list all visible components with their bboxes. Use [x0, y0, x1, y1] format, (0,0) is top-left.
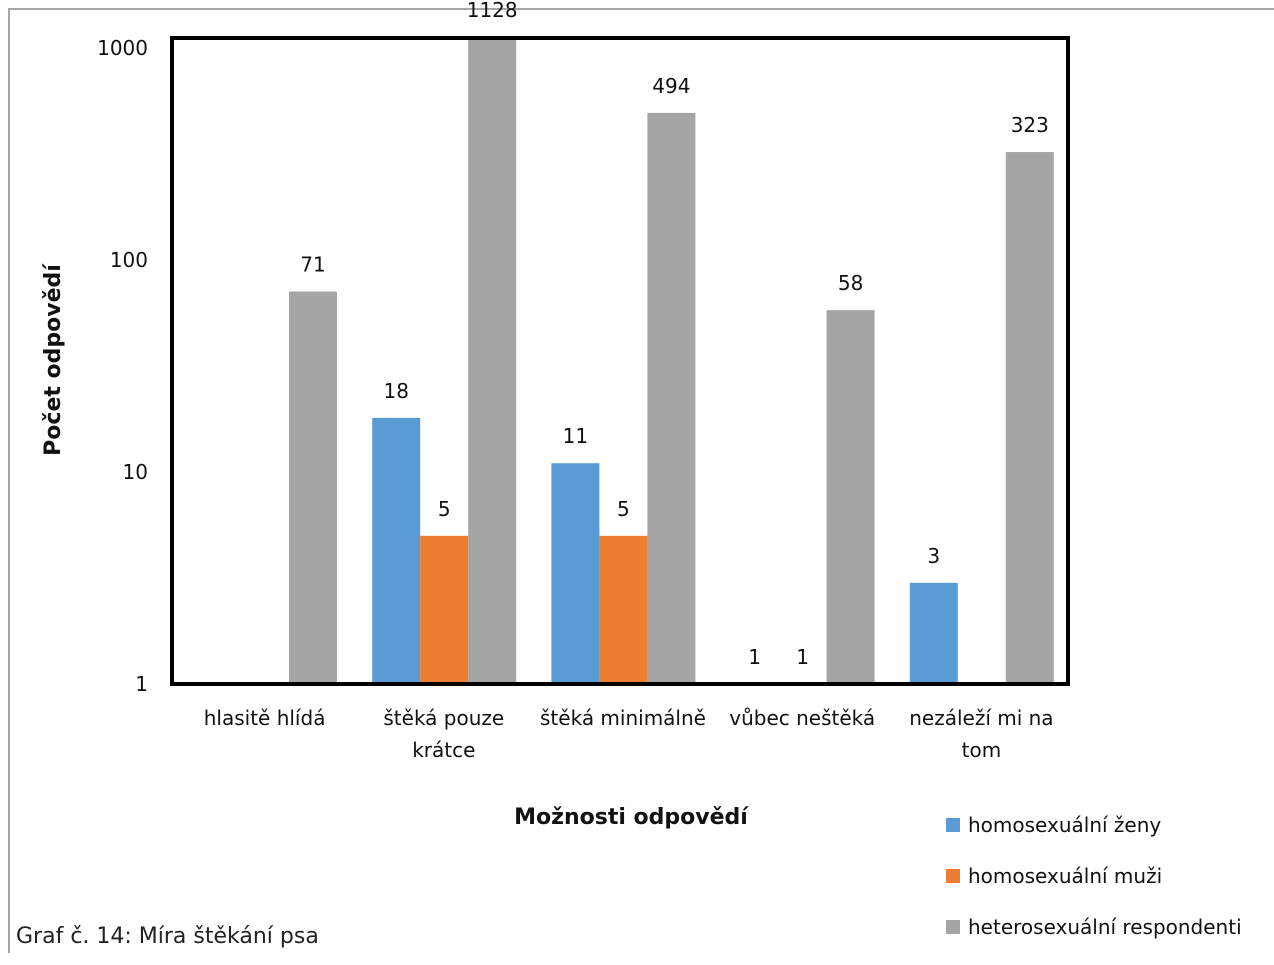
legend-item: heterosexuální respondenti	[946, 914, 1242, 940]
bar	[289, 291, 337, 684]
data-label: 494	[652, 74, 690, 98]
legend-swatch	[946, 818, 960, 832]
x-tick-label: tom	[962, 738, 1002, 762]
x-tick-label: nezáleží mi na	[909, 706, 1053, 730]
x-tick-label: štěká minimálně	[540, 706, 706, 730]
y-tick-label: 1000	[97, 36, 148, 60]
x-tick-label: krátce	[412, 738, 475, 762]
y-tick-label: 10	[123, 460, 148, 484]
data-label: 1	[748, 645, 761, 669]
data-label: 58	[838, 271, 863, 295]
data-label: 5	[438, 497, 451, 521]
y-tick-label: 100	[110, 248, 148, 272]
legend-label: heterosexuální respondenti	[968, 915, 1242, 939]
legend-label: homosexuální ženy	[968, 813, 1162, 837]
data-label: 71	[300, 253, 325, 277]
data-label: 1128	[467, 0, 518, 22]
bar	[909, 582, 958, 684]
legend-item: homosexuální muži	[946, 863, 1242, 889]
bar	[468, 36, 517, 685]
legend-swatch	[946, 920, 960, 934]
data-label: 3	[927, 544, 940, 568]
legend: homosexuální ženy homosexuální muži hetero…	[946, 812, 1242, 965]
data-label: 5	[617, 497, 630, 521]
chart-frame	[8, 8, 1274, 953]
bar	[551, 463, 600, 684]
bar	[1005, 152, 1054, 684]
figure-caption: Graf č. 14: Míra štěkání psa	[16, 924, 319, 949]
legend-label: homosexuální muži	[968, 864, 1163, 888]
legend-item: homosexuální ženy	[946, 812, 1242, 838]
data-label: 18	[383, 379, 408, 403]
plot-area-border	[170, 36, 1070, 686]
data-label: 323	[1011, 113, 1049, 137]
data-label: 1	[796, 645, 809, 669]
bar	[372, 417, 421, 684]
bar	[420, 535, 469, 684]
legend-swatch	[946, 869, 960, 883]
bar	[647, 112, 696, 685]
x-tick-label: štěká pouze	[383, 706, 504, 730]
data-label: 11	[563, 424, 588, 448]
x-tick-label: vůbec neštěká	[729, 706, 875, 730]
x-axis-title: Možnosti odpovědí	[514, 805, 749, 830]
bar	[599, 535, 648, 684]
y-axis-title: Počet odpovědí	[41, 263, 66, 456]
y-tick-label: 1	[135, 672, 148, 696]
bar	[826, 310, 875, 684]
x-tick-label: hlasitě hlídá	[204, 706, 326, 730]
